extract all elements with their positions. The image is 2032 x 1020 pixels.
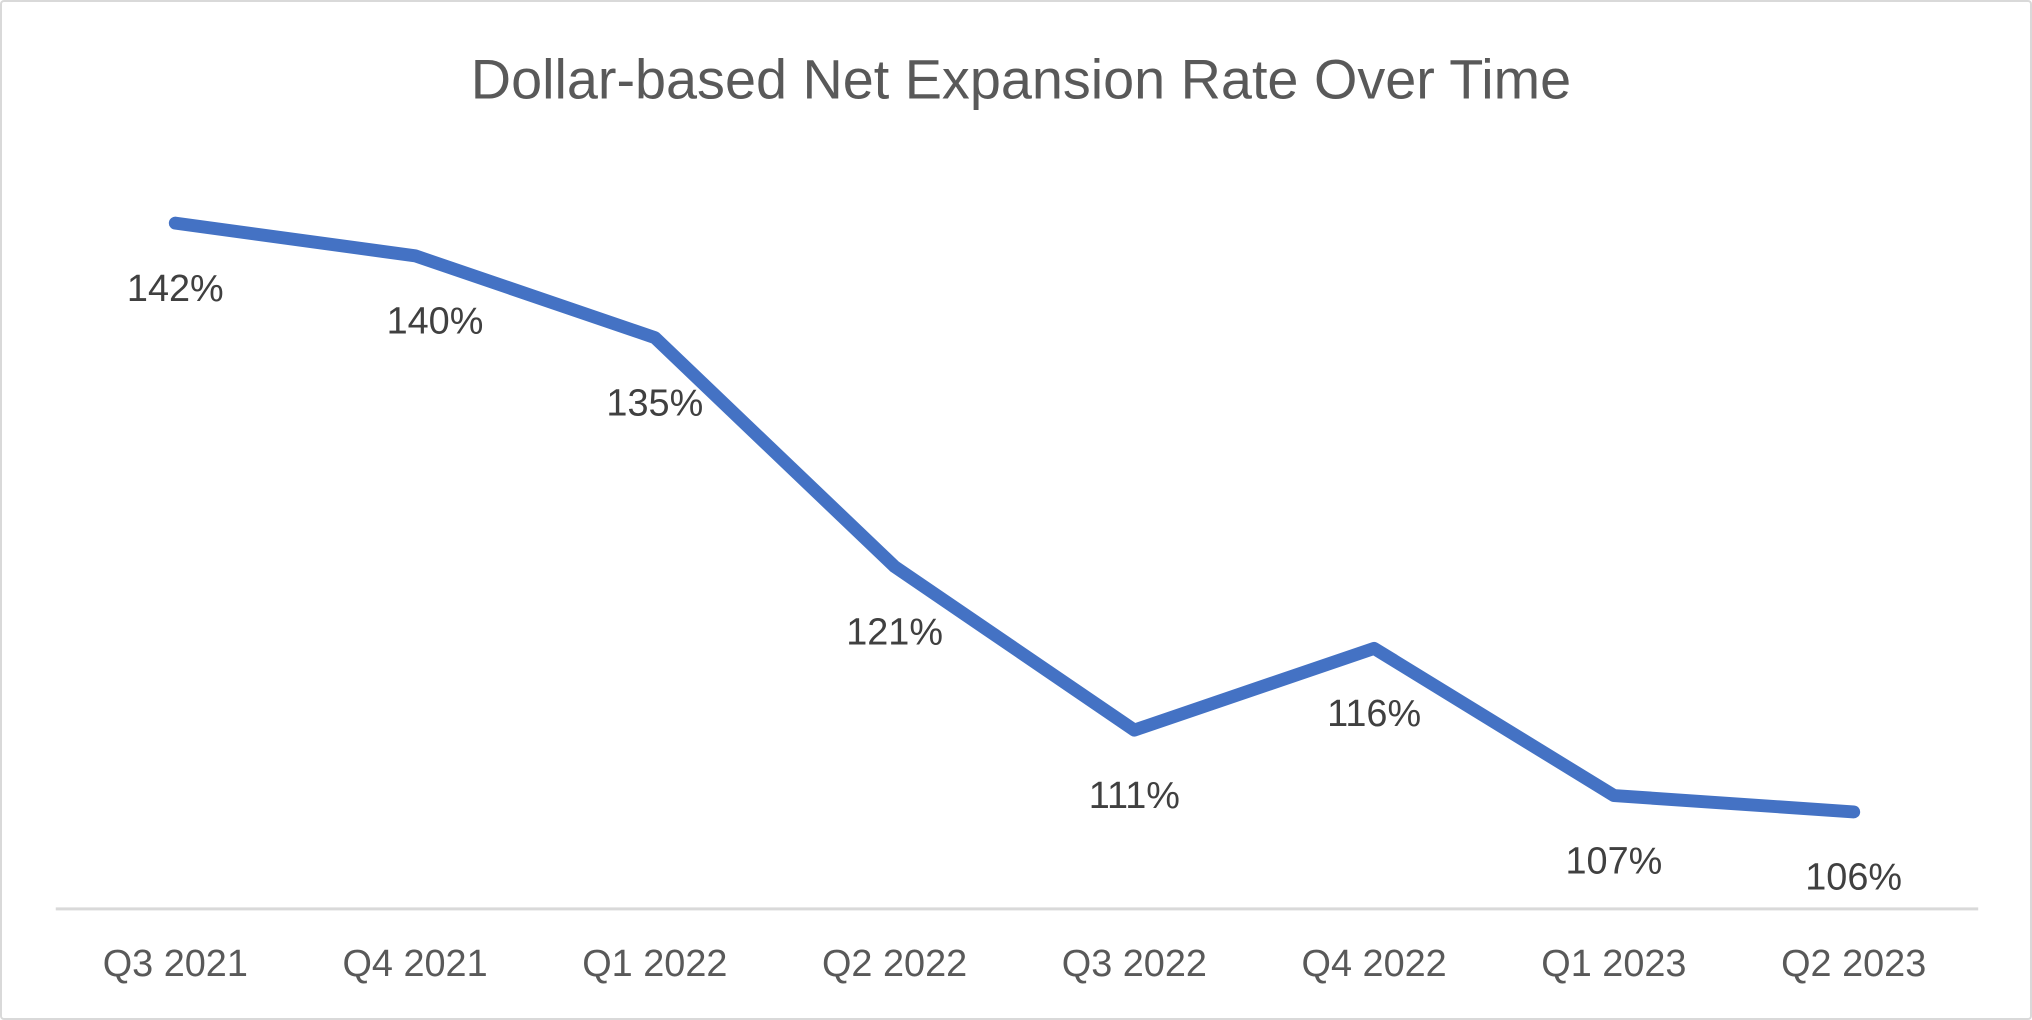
x-axis-tick-label: Q3 2022 [1062, 943, 1207, 985]
data-labels-group: 142% 140% 135% 121% 111% 116% 107% 106% [127, 268, 1902, 899]
x-axis-tick-label: Q2 2023 [1781, 943, 1926, 985]
data-label: 135% [606, 382, 703, 424]
data-label: 107% [1566, 840, 1663, 882]
data-label: 116% [1327, 693, 1421, 735]
series-line [168, 216, 1861, 819]
x-axis-tick-label: Q1 2022 [582, 943, 727, 985]
data-label: 111% [1089, 775, 1180, 817]
x-axis-tick-label: Q4 2021 [342, 943, 487, 985]
data-label: 140% [387, 301, 484, 343]
x-axis-tick-label: Q2 2022 [822, 943, 967, 985]
x-axis-tick-label: Q4 2022 [1302, 943, 1447, 985]
data-label: 142% [127, 268, 224, 310]
x-axis-tick-label: Q1 2023 [1541, 943, 1686, 985]
x-axis-tick-label: Q3 2021 [103, 943, 248, 985]
data-label: 106% [1805, 857, 1902, 899]
x-axis-labels-group: Q3 2021 Q4 2021 Q1 2022 Q2 2022 Q3 2022 Q4 20… [103, 943, 1927, 985]
data-label: 121% [846, 611, 943, 653]
chart-title: Dollar-based Net Expansion Rate Over Tim… [471, 49, 1571, 111]
